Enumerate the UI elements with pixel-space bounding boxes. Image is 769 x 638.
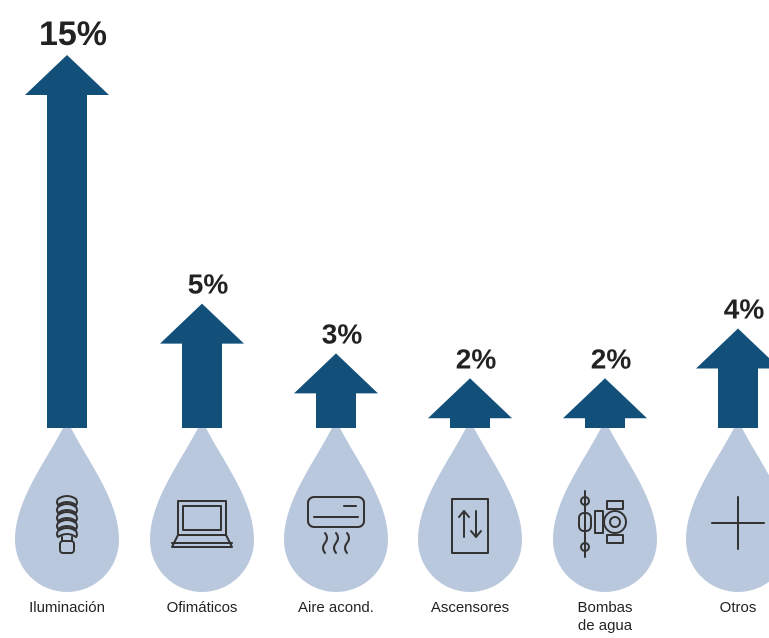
bar-arrow-0 [25, 55, 109, 428]
drop-2 [284, 420, 388, 592]
value-label-1: 5% [188, 269, 229, 300]
drop-0 [15, 420, 119, 592]
laptop-icon [171, 500, 233, 548]
category-label-4: Bombas de agua [577, 599, 632, 634]
category-label-2: Aire acond. [298, 599, 374, 616]
drop-3 [418, 420, 522, 592]
drop-5 [686, 420, 769, 592]
elevator-icon [451, 498, 489, 554]
drop-4 [553, 420, 657, 592]
air-conditioner-icon [307, 496, 365, 554]
bar-arrow-3 [428, 378, 512, 428]
value-label-4: 2% [591, 343, 632, 374]
category-label-5: Otros [720, 599, 757, 616]
category-label-1: Ofimáticos [167, 599, 238, 616]
value-label-0: 15% [39, 15, 107, 53]
bar-arrow-1 [160, 303, 244, 428]
category-label-3: Ascensores [431, 599, 509, 616]
value-label-2: 3% [322, 318, 363, 349]
value-label-3: 2% [456, 343, 497, 374]
water-pump-icon [578, 490, 627, 558]
value-label-5: 4% [724, 294, 765, 325]
light-bulb-icon [56, 495, 78, 554]
bar-arrow-4 [563, 378, 647, 428]
bar-arrow-5 [696, 328, 769, 428]
bar-arrow-2 [294, 353, 378, 428]
category-label-0: Iluminación [29, 599, 105, 616]
plus-icon [711, 496, 765, 550]
